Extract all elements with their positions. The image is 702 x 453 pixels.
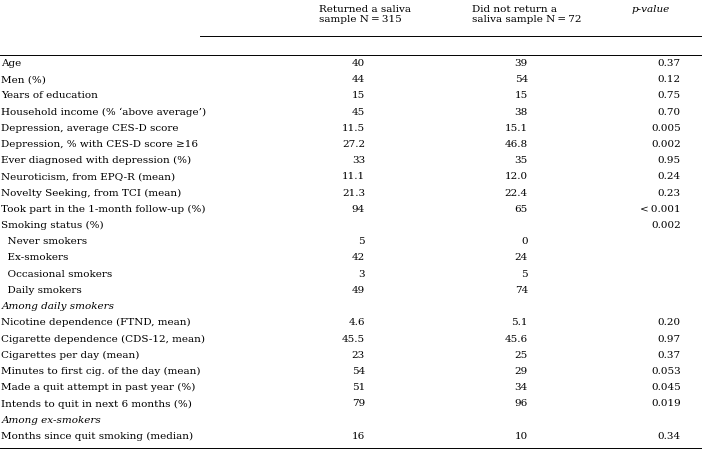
Text: 0.95: 0.95: [658, 156, 681, 165]
Text: Neuroticism, from EPQ-R (mean): Neuroticism, from EPQ-R (mean): [1, 173, 176, 181]
Text: 0.20: 0.20: [658, 318, 681, 328]
Text: 4.6: 4.6: [348, 318, 365, 328]
Text: 45.6: 45.6: [505, 335, 528, 343]
Text: 74: 74: [515, 286, 528, 295]
Text: 0.97: 0.97: [658, 335, 681, 343]
Text: Depression, average CES-D score: Depression, average CES-D score: [1, 124, 179, 133]
Text: 12.0: 12.0: [505, 173, 528, 181]
Text: 11.5: 11.5: [342, 124, 365, 133]
Text: 21.3: 21.3: [342, 188, 365, 198]
Text: Cigarette dependence (CDS-12, mean): Cigarette dependence (CDS-12, mean): [1, 335, 206, 344]
Text: 0.37: 0.37: [658, 59, 681, 68]
Text: 33: 33: [352, 156, 365, 165]
Text: 0.12: 0.12: [658, 75, 681, 84]
Text: Nicotine dependence (FTND, mean): Nicotine dependence (FTND, mean): [1, 318, 191, 328]
Text: 51: 51: [352, 383, 365, 392]
Text: 54: 54: [352, 367, 365, 376]
Text: 0.002: 0.002: [651, 140, 681, 149]
Text: 5.1: 5.1: [511, 318, 528, 328]
Text: 45.5: 45.5: [342, 335, 365, 343]
Text: Ex-smokers: Ex-smokers: [1, 254, 69, 262]
Text: 0.34: 0.34: [658, 432, 681, 441]
Text: 42: 42: [352, 254, 365, 262]
Text: Among daily smokers: Among daily smokers: [1, 302, 114, 311]
Text: 0.002: 0.002: [651, 221, 681, 230]
Text: Did not return a
saliva sample N = 72: Did not return a saliva sample N = 72: [472, 5, 581, 24]
Text: 0.23: 0.23: [658, 188, 681, 198]
Text: 22.4: 22.4: [505, 188, 528, 198]
Text: Household income (% ‘above average’): Household income (% ‘above average’): [1, 107, 206, 117]
Text: Returned a saliva
sample N = 315: Returned a saliva sample N = 315: [319, 5, 411, 24]
Text: Novelty Seeking, from TCI (mean): Novelty Seeking, from TCI (mean): [1, 188, 182, 198]
Text: Ever diagnosed with depression (%): Ever diagnosed with depression (%): [1, 156, 192, 165]
Text: 46.8: 46.8: [505, 140, 528, 149]
Text: Occasional smokers: Occasional smokers: [1, 270, 112, 279]
Text: 39: 39: [515, 59, 528, 68]
Text: Intends to quit in next 6 months (%): Intends to quit in next 6 months (%): [1, 400, 192, 409]
Text: 29: 29: [515, 367, 528, 376]
Text: 79: 79: [352, 400, 365, 409]
Text: 34: 34: [515, 383, 528, 392]
Text: 5: 5: [522, 270, 528, 279]
Text: 10: 10: [515, 432, 528, 441]
Text: 94: 94: [352, 205, 365, 214]
Text: 40: 40: [352, 59, 365, 68]
Text: 0.75: 0.75: [658, 92, 681, 100]
Text: Took part in the 1-month follow-up (%): Took part in the 1-month follow-up (%): [1, 205, 206, 214]
Text: 0.70: 0.70: [658, 107, 681, 116]
Text: 0.37: 0.37: [658, 351, 681, 360]
Text: 0: 0: [522, 237, 528, 246]
Text: 24: 24: [515, 254, 528, 262]
Text: 35: 35: [515, 156, 528, 165]
Text: 11.1: 11.1: [342, 173, 365, 181]
Text: Cigarettes per day (mean): Cigarettes per day (mean): [1, 351, 140, 360]
Text: 16: 16: [352, 432, 365, 441]
Text: Months since quit smoking (median): Months since quit smoking (median): [1, 432, 194, 441]
Text: 15: 15: [352, 92, 365, 100]
Text: 0.005: 0.005: [651, 124, 681, 133]
Text: 54: 54: [515, 75, 528, 84]
Text: 15.1: 15.1: [505, 124, 528, 133]
Text: Years of education: Years of education: [1, 92, 98, 100]
Text: Men (%): Men (%): [1, 75, 46, 84]
Text: 5: 5: [359, 237, 365, 246]
Text: Never smokers: Never smokers: [1, 237, 88, 246]
Text: p-value: p-value: [632, 5, 670, 14]
Text: 65: 65: [515, 205, 528, 214]
Text: 25: 25: [515, 351, 528, 360]
Text: Age: Age: [1, 59, 22, 68]
Text: Daily smokers: Daily smokers: [1, 286, 82, 295]
Text: Among ex-smokers: Among ex-smokers: [1, 416, 101, 424]
Text: 96: 96: [515, 400, 528, 409]
Text: 44: 44: [352, 75, 365, 84]
Text: 45: 45: [352, 107, 365, 116]
Text: 15: 15: [515, 92, 528, 100]
Text: 0.045: 0.045: [651, 383, 681, 392]
Text: 0.24: 0.24: [658, 173, 681, 181]
Text: 0.019: 0.019: [651, 400, 681, 409]
Text: 27.2: 27.2: [342, 140, 365, 149]
Text: Depression, % with CES-D score ≥16: Depression, % with CES-D score ≥16: [1, 140, 199, 149]
Text: 0.053: 0.053: [651, 367, 681, 376]
Text: Smoking status (%): Smoking status (%): [1, 221, 104, 230]
Text: 3: 3: [359, 270, 365, 279]
Text: Minutes to first cig. of the day (mean): Minutes to first cig. of the day (mean): [1, 367, 201, 376]
Text: < 0.001: < 0.001: [640, 205, 681, 214]
Text: 49: 49: [352, 286, 365, 295]
Text: Made a quit attempt in past year (%): Made a quit attempt in past year (%): [1, 383, 196, 392]
Text: 23: 23: [352, 351, 365, 360]
Text: 38: 38: [515, 107, 528, 116]
